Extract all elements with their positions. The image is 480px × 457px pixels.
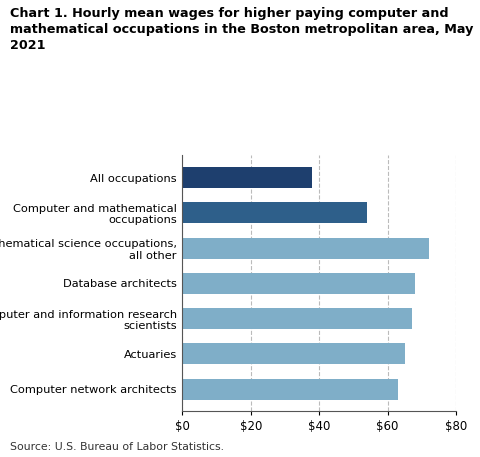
Text: Source: U.S. Bureau of Labor Statistics.: Source: U.S. Bureau of Labor Statistics. [10,442,224,452]
Text: Chart 1. Hourly mean wages for higher paying computer and
mathematical occupatio: Chart 1. Hourly mean wages for higher pa… [10,7,473,52]
Bar [182,167,312,188]
Bar [182,202,367,223]
Bar [182,273,415,294]
Bar [182,343,405,364]
Bar [182,238,429,259]
Bar [182,378,398,400]
Bar [182,308,411,329]
